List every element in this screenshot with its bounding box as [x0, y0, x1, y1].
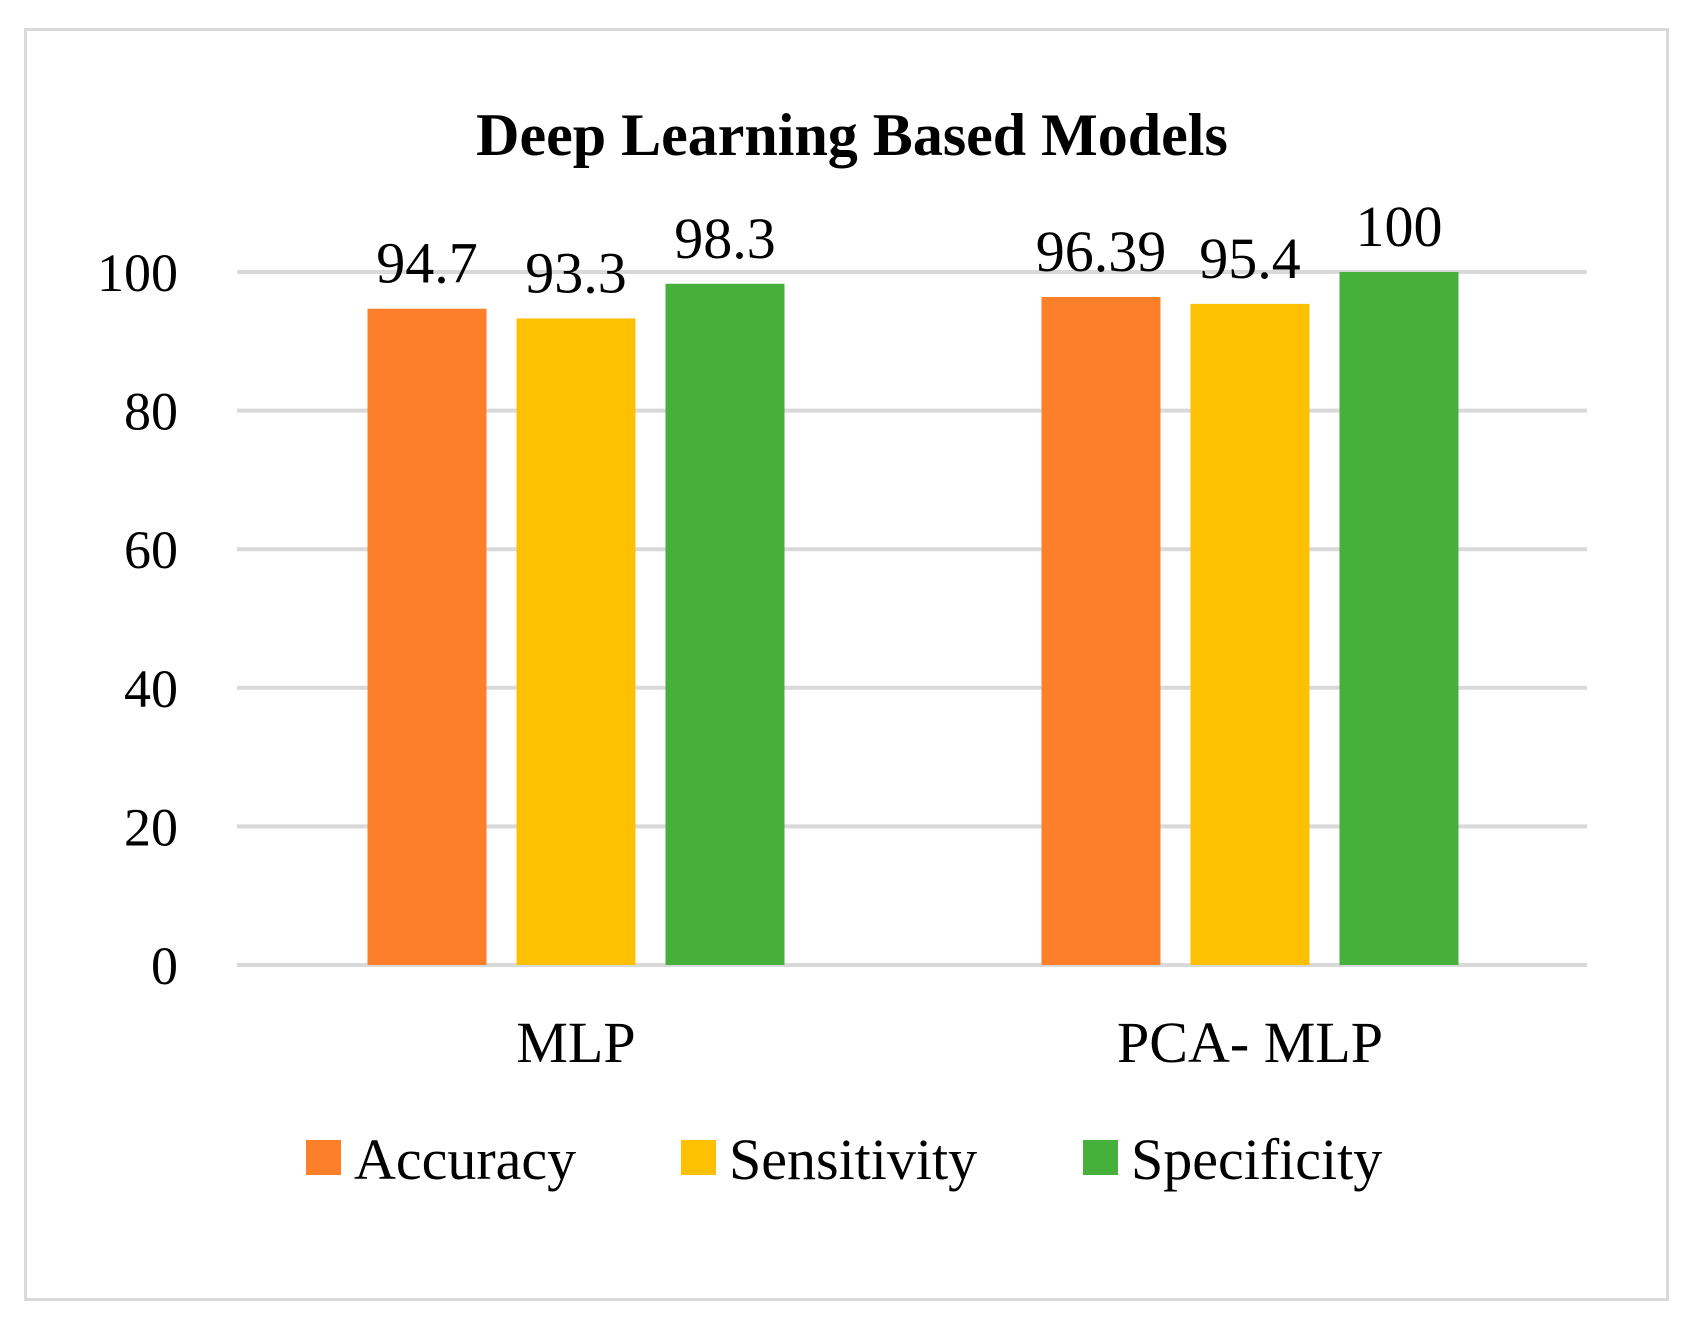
data-label-specificity-1: 100	[1356, 194, 1443, 259]
y-tick-label-40: 40	[124, 659, 178, 719]
bar-specificity-0	[665, 283, 785, 965]
legend: Accuracy Sensitivity Specificity	[306, 1127, 1382, 1192]
legend-label-accuracy: Accuracy	[354, 1127, 576, 1192]
y-tick-label-100: 100	[97, 243, 178, 303]
y-axis-ticks: 0 20 40 60 80 100	[97, 243, 178, 996]
data-labels: 94.7 93.3 98.3 96.39 95.4 100	[376, 194, 1442, 305]
legend-swatch-sensitivity	[681, 1140, 716, 1175]
x-category-label-0: MLP	[516, 1010, 635, 1075]
y-tick-label-60: 60	[124, 520, 178, 580]
data-label-accuracy-0: 94.7	[376, 231, 478, 296]
bars	[367, 272, 1459, 965]
legend-swatch-specificity	[1083, 1140, 1118, 1175]
bar-accuracy-0	[367, 308, 487, 965]
legend-swatch-accuracy	[306, 1140, 341, 1175]
data-label-sensitivity-1: 95.4	[1199, 226, 1301, 291]
chart-title: Deep Learning Based Models	[476, 102, 1228, 168]
bar-sensitivity-1	[1190, 303, 1310, 965]
x-category-label-1: PCA- MLP	[1117, 1010, 1383, 1075]
y-tick-label-80: 80	[124, 382, 178, 442]
data-label-specificity-0: 98.3	[674, 206, 776, 271]
data-label-sensitivity-0: 93.3	[525, 240, 627, 305]
legend-label-specificity: Specificity	[1131, 1127, 1382, 1192]
legend-label-sensitivity: Sensitivity	[729, 1127, 977, 1192]
x-axis-categories: MLP PCA- MLP	[516, 1010, 1383, 1075]
bar-specificity-1	[1339, 272, 1459, 965]
bar-accuracy-1	[1041, 297, 1161, 965]
bar-sensitivity-0	[516, 318, 636, 965]
data-label-accuracy-1: 96.39	[1036, 219, 1167, 284]
y-tick-label-20: 20	[124, 797, 178, 857]
y-tick-label-0: 0	[151, 936, 178, 996]
